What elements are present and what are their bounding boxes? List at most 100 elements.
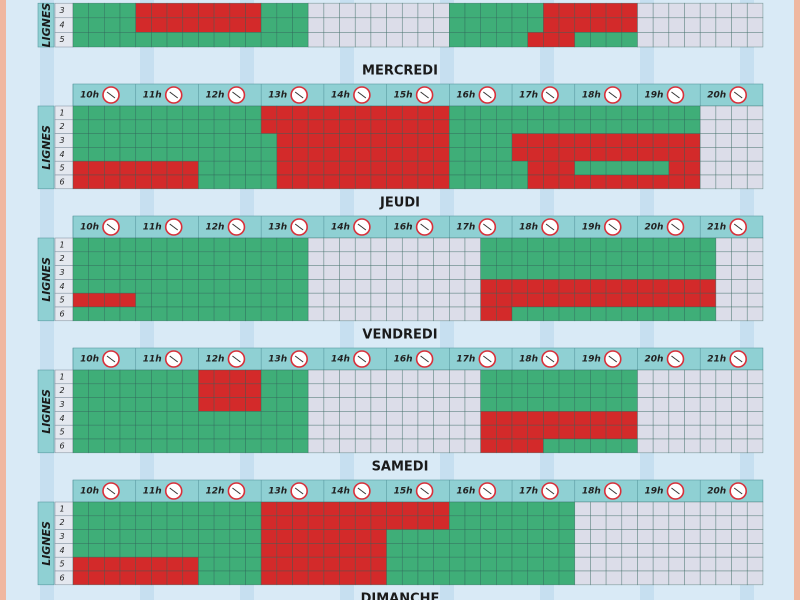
time-slot	[229, 147, 246, 162]
time-slot	[652, 306, 670, 322]
clock-hand	[169, 223, 175, 228]
time-slot	[323, 501, 340, 517]
time-slot	[213, 556, 231, 572]
time-slot	[527, 556, 544, 572]
time-slot	[511, 119, 529, 134]
time-slot	[260, 133, 278, 148]
time-slot	[417, 160, 434, 176]
time-slot	[652, 133, 670, 148]
time-slot	[652, 543, 670, 558]
time-slot	[558, 501, 576, 517]
time-slot	[386, 119, 403, 134]
time-slot	[339, 383, 356, 398]
time-slot	[652, 105, 670, 121]
time-slot	[151, 251, 168, 266]
time-slot	[464, 147, 481, 162]
time-slot	[245, 265, 262, 280]
clock-hand	[608, 355, 614, 360]
hour-label: 19h	[645, 487, 664, 497]
time-slot	[72, 160, 89, 176]
time-slot	[401, 2, 419, 19]
time-slot	[119, 32, 137, 48]
time-slot	[119, 570, 137, 586]
time-slot	[715, 237, 732, 253]
time-slot	[88, 105, 105, 121]
time-slot	[307, 105, 325, 121]
time-slot	[621, 2, 638, 19]
time-slot	[323, 438, 340, 454]
time-slot	[590, 438, 607, 454]
clock-hand	[483, 223, 488, 228]
time-slot	[621, 32, 638, 48]
time-slot	[135, 383, 152, 398]
time-slot	[449, 119, 466, 134]
time-slot	[260, 251, 278, 266]
time-slot	[386, 279, 403, 294]
time-slot	[558, 383, 576, 398]
time-slot	[590, 279, 607, 294]
clock-hand	[232, 223, 237, 228]
time-slot	[417, 383, 434, 398]
time-slot	[88, 265, 105, 280]
time-slot	[527, 383, 544, 398]
clock-icon	[541, 350, 559, 368]
clock-icon	[353, 86, 371, 104]
time-slot	[213, 17, 231, 33]
day-title: VENDREDI	[362, 328, 437, 343]
time-slot	[558, 292, 576, 308]
time-slot	[464, 397, 481, 412]
time-slot	[668, 515, 685, 530]
time-slot	[104, 292, 121, 308]
time-slot	[182, 543, 199, 558]
time-slot	[417, 17, 434, 33]
time-slot	[104, 438, 121, 454]
time-slot	[715, 119, 732, 134]
time-slot	[260, 160, 278, 176]
time-slot	[449, 570, 466, 586]
time-slot	[323, 105, 340, 121]
time-slot	[652, 383, 670, 398]
time-slot	[558, 397, 576, 412]
time-slot	[449, 251, 466, 266]
time-slot	[746, 411, 764, 426]
time-slot	[590, 17, 607, 33]
lane-number: 3	[59, 6, 64, 15]
time-slot	[307, 411, 325, 426]
time-slot	[699, 529, 717, 544]
time-slot	[417, 556, 434, 572]
time-slot	[198, 438, 215, 454]
time-slot	[668, 251, 685, 266]
time-slot	[480, 306, 497, 322]
time-slot	[433, 515, 450, 530]
time-slot	[386, 543, 403, 558]
time-slot	[276, 306, 293, 322]
time-slot	[166, 529, 184, 544]
time-slot	[166, 515, 184, 530]
time-slot	[213, 515, 231, 530]
time-slot	[652, 32, 670, 48]
time-slot	[684, 119, 701, 134]
time-slot	[605, 383, 623, 398]
time-slot	[480, 32, 497, 48]
time-slot	[166, 105, 184, 121]
time-slot	[496, 105, 513, 121]
time-slot	[182, 515, 199, 530]
time-slot	[370, 279, 387, 294]
time-slot	[684, 397, 701, 412]
time-slot	[621, 543, 638, 558]
time-slot	[119, 237, 137, 253]
time-slot	[417, 543, 434, 558]
time-slot	[480, 292, 497, 308]
time-slot	[88, 133, 105, 148]
lanes-label: LIGNES	[40, 389, 53, 434]
hour-label: 12h	[206, 355, 225, 365]
clock-hand	[671, 223, 676, 228]
time-slot	[119, 147, 137, 162]
clock-icon	[164, 482, 183, 500]
time-slot	[715, 369, 732, 385]
time-slot	[323, 147, 340, 162]
time-slot	[354, 556, 372, 572]
time-slot	[746, 424, 764, 440]
time-slot	[182, 529, 199, 544]
time-slot	[590, 383, 607, 398]
